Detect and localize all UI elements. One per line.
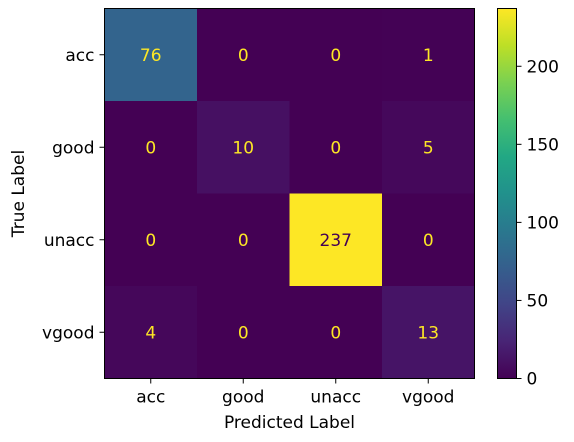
heatmap-cell bbox=[104, 193, 198, 287]
heatmap-cell bbox=[382, 193, 475, 287]
cell-value-label: 0 bbox=[145, 231, 156, 251]
heatmap-cells: 76 0 0 10 10 0 50 0 237 04 0 0 13 bbox=[104, 8, 475, 379]
heatmap-cell bbox=[382, 101, 475, 194]
heatmap-cell bbox=[382, 8, 475, 102]
heatmap-cell bbox=[289, 8, 383, 102]
y-tick-label: unacc bbox=[44, 231, 95, 251]
colorbar-tick-label: 200 bbox=[527, 57, 559, 77]
y-axis-label: True Label bbox=[9, 150, 29, 238]
cell-value-label: 13 bbox=[417, 323, 439, 343]
colorbar-tick-label: 50 bbox=[527, 291, 549, 311]
cell-value-label: 0 bbox=[330, 138, 341, 158]
cell-value-label: 0 bbox=[330, 46, 341, 66]
plot-frame bbox=[104, 8, 475, 379]
y-tick-label: good bbox=[52, 138, 94, 158]
cell-value-label: 0 bbox=[423, 231, 434, 251]
cell-value-label: 0 bbox=[238, 231, 249, 251]
cell-value-label: 10 bbox=[232, 138, 254, 158]
heatmap-cell bbox=[289, 101, 383, 194]
heatmap-cell bbox=[197, 8, 290, 102]
heatmap-cell bbox=[289, 193, 383, 287]
cell-value-label: 76 bbox=[140, 46, 162, 66]
heatmap-cell bbox=[197, 193, 290, 287]
heatmap-cell bbox=[104, 286, 198, 379]
cell-value-label: 5 bbox=[423, 138, 434, 158]
colorbar-ticks: 0 50 100 150 200 bbox=[516, 57, 559, 390]
x-axis-label: Predicted Label bbox=[224, 413, 355, 433]
cell-value-label: 0 bbox=[238, 46, 249, 66]
x-tick-label: acc bbox=[136, 388, 165, 408]
cell-value-label: 0 bbox=[330, 323, 341, 343]
y-axis-ticks: acc good unacc vgood bbox=[42, 46, 105, 343]
heatmap-cell bbox=[197, 286, 290, 379]
x-tick-label: unacc bbox=[310, 388, 361, 408]
cell-value-label: 1 bbox=[423, 46, 434, 66]
y-tick-label: acc bbox=[65, 46, 94, 66]
colorbar bbox=[497, 8, 517, 379]
heatmap-cell bbox=[104, 101, 198, 194]
heatmap-cell bbox=[104, 8, 198, 102]
heatmap-cell bbox=[382, 286, 475, 379]
heatmap-cell bbox=[197, 101, 290, 194]
colorbar-tick-label: 100 bbox=[527, 213, 559, 233]
y-tick-label: vgood bbox=[42, 323, 94, 343]
x-tick-label: vgood bbox=[402, 388, 454, 408]
cell-value-label: 4 bbox=[145, 323, 156, 343]
cell-value-label: 237 bbox=[320, 231, 352, 251]
colorbar-tick-label: 150 bbox=[527, 135, 559, 155]
colorbar-tick-label: 0 bbox=[527, 370, 538, 390]
cell-value-label: 0 bbox=[145, 138, 156, 158]
heatmap-cell bbox=[289, 286, 383, 379]
x-tick-label: good bbox=[222, 388, 264, 408]
x-axis-ticks: acc good unacc vgood bbox=[136, 378, 454, 408]
cell-value-label: 0 bbox=[238, 323, 249, 343]
